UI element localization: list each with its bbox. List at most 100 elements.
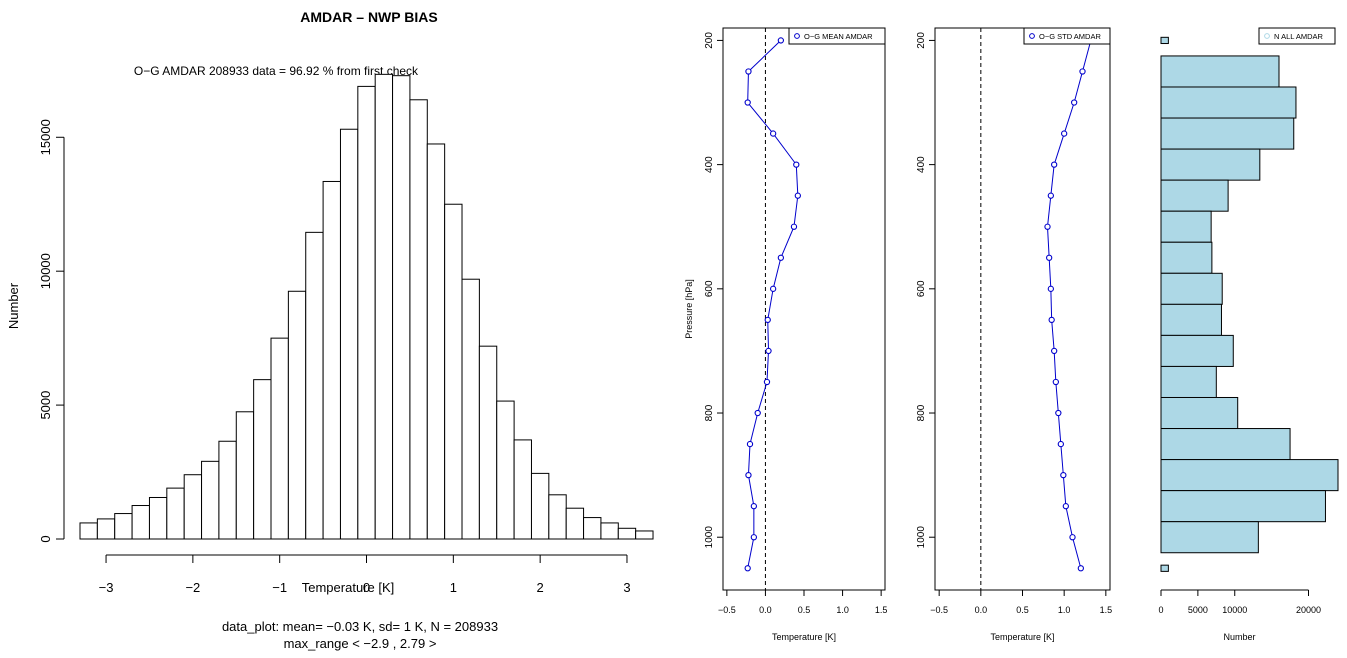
x-tick-label: 0: [1158, 605, 1163, 615]
profile-point: [769, 285, 777, 292]
y-tick-label: 1000: [704, 526, 715, 549]
profile-point: [1060, 471, 1067, 479]
histogram-x-tick-label: 1: [450, 580, 457, 595]
profile-point: [750, 534, 758, 541]
legend-label: O−G MEAN AMDAR: [804, 32, 873, 41]
histogram-bar: [253, 379, 272, 540]
x-tick-label: 0.5: [798, 605, 811, 615]
histogram-x-tick-label: 2: [537, 580, 544, 595]
legend-box: [788, 27, 886, 45]
x-tick-label: 5000: [1188, 605, 1208, 615]
histogram-x-tick-label: 3: [623, 580, 630, 595]
legend-box: [1258, 27, 1336, 45]
x-tick-label: −0.5: [930, 605, 948, 615]
profile-point: [744, 565, 751, 572]
histogram-bar: [183, 474, 203, 540]
histogram-bar: [478, 345, 498, 540]
count-bar: [1160, 55, 1280, 88]
profile-point: [746, 440, 754, 448]
profile-point: [1048, 316, 1055, 324]
histogram-x-tick-label: −2: [185, 580, 200, 595]
profile-point: [750, 503, 758, 510]
x-tick-label: 0.5: [1016, 605, 1029, 615]
profile-point: [1079, 68, 1086, 75]
legend-marker: [1029, 33, 1035, 39]
count-bar: [1160, 334, 1234, 367]
x-tick-label: 10000: [1222, 605, 1247, 615]
histogram-bar: [287, 290, 307, 540]
count-bar: [1160, 428, 1291, 461]
histogram-bar: [201, 460, 220, 540]
count-bar: [1160, 86, 1297, 119]
histogram-x-tick-label: −1: [272, 580, 287, 595]
histogram-bar: [548, 494, 567, 540]
y-tick-label: 400: [704, 156, 715, 173]
count-bar: [1160, 303, 1222, 336]
profile-point: [745, 471, 752, 479]
profile-point: [744, 99, 751, 106]
count-bar: [1160, 117, 1295, 150]
x-tick-label: 1.0: [1058, 605, 1071, 615]
profile-point: [1052, 378, 1059, 386]
panel-frame: [722, 27, 886, 591]
histogram-y-tick-label: 0: [38, 535, 53, 542]
count-bar: [1160, 490, 1326, 523]
legend-marker: [794, 33, 800, 39]
profile-point: [1046, 254, 1053, 261]
histogram-subtitle: O−G AMDAR 208933 data = 96.92 % from fir…: [134, 64, 419, 78]
profile-point: [793, 161, 800, 168]
histogram-bar: [617, 527, 637, 540]
profile-point: [754, 409, 761, 417]
y-tick-label: 800: [704, 404, 715, 421]
histogram-panel: −3 −2 −1 0 1 2 3 0 5000 10000 15000: [38, 73, 654, 595]
x-tick-label: −0.5: [718, 605, 736, 615]
histogram-x-label: Temperature [K]: [302, 580, 395, 595]
x-axis-title: Temperature [K]: [990, 632, 1054, 642]
count-bar: [1160, 241, 1213, 274]
profile-point: [790, 223, 798, 230]
histogram-bar: [357, 85, 376, 540]
histogram-bar: [131, 505, 150, 540]
histogram-x-tick-label: 0: [363, 580, 370, 595]
x-tick-label: 20000: [1296, 605, 1321, 615]
y-tick-label: 800: [916, 404, 927, 421]
profile-point: [777, 37, 785, 44]
count-bar: [1160, 521, 1259, 554]
histogram-bar: [374, 73, 394, 540]
histogram-bar: [166, 487, 185, 540]
y-tick-label: 200: [916, 32, 927, 49]
histogram-bar: [392, 75, 411, 540]
legend-label: N ALL AMDAR: [1274, 32, 1323, 41]
profile-point: [1069, 534, 1076, 541]
std-profile-panel: −0.5 0.0 0.5 1.0 1.5 Temperature [K] 200 400 600…: [916, 27, 1112, 642]
count-bar: [1160, 179, 1229, 212]
count-profile-panel: 0 5000 10000 20000 Number N ALL AMDAR: [1158, 27, 1339, 642]
histogram-footer-line1: data_plot: mean= −0.03 K, sd= 1 K, N = 2…: [222, 619, 498, 634]
histogram-footer-line2: max_range < −2.9 , 2.79 >: [284, 636, 437, 651]
y-tick-label: 1000: [916, 526, 927, 549]
histogram-bar: [426, 143, 446, 540]
panel-frame: [934, 27, 1111, 591]
histogram-bar: [583, 517, 602, 540]
histogram-bar: [461, 278, 480, 540]
y-tick-label: 600: [704, 280, 715, 297]
count-bar: [1160, 148, 1261, 181]
profile-point: [1057, 440, 1064, 448]
histogram-bar: [496, 400, 515, 540]
histogram-bar: [148, 496, 168, 540]
profile-point: [1051, 347, 1058, 355]
profile-point: [769, 130, 777, 137]
profile-point: [1071, 99, 1078, 106]
histogram-bar: [513, 439, 532, 540]
histogram-y-tick-label: 15000: [38, 119, 53, 155]
count-bar: [1160, 365, 1217, 398]
profile-point: [1077, 565, 1084, 572]
histogram-bar: [409, 99, 428, 540]
histogram-bar: [322, 180, 341, 540]
profile-point: [745, 68, 752, 75]
legend-label: O−G STD AMDAR: [1039, 32, 1101, 41]
profile-point: [1051, 161, 1058, 168]
x-tick-label: 0.0: [975, 605, 988, 615]
count-bar: [1160, 36, 1169, 45]
